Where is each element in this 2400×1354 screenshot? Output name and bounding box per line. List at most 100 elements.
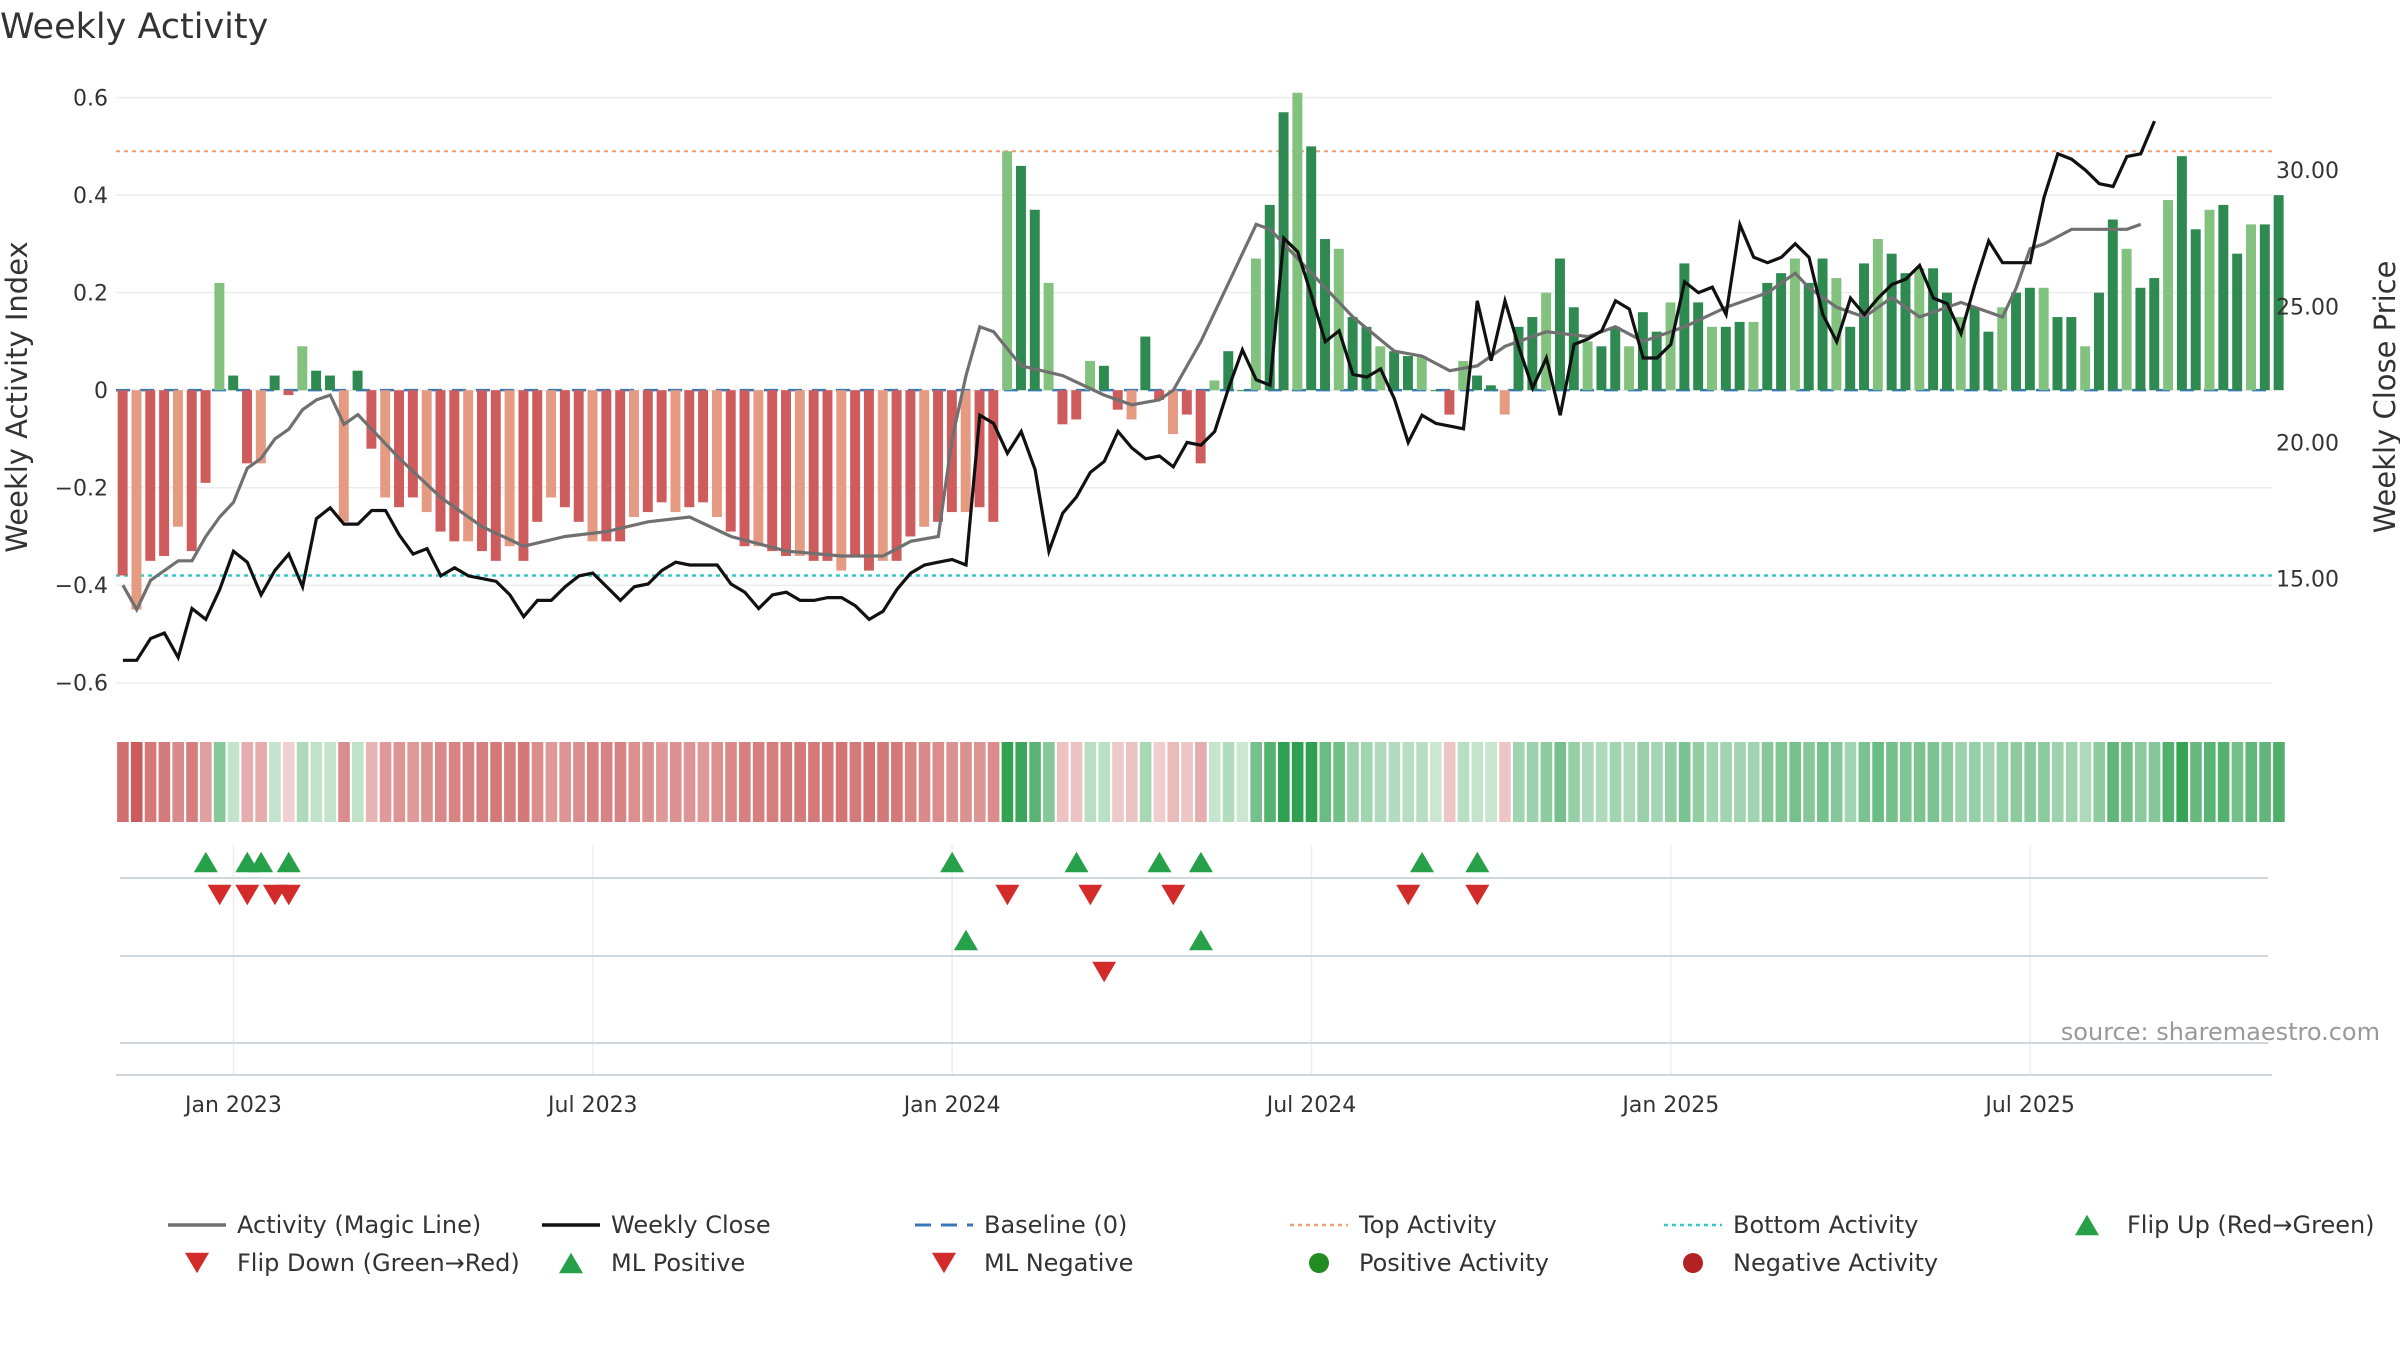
heat-strip-cell — [462, 742, 475, 822]
activity-bar — [476, 390, 487, 552]
event-markers — [116, 851, 2272, 1076]
heat-strip-cell — [2079, 742, 2092, 822]
activity-bar — [863, 390, 874, 571]
legend-item: Activity (Magic Line) — [168, 1211, 481, 1239]
source-note: source: sharemaestro.com — [2061, 1018, 2380, 1046]
heat-strip-cell — [324, 742, 337, 822]
activity-bar — [974, 390, 985, 508]
activity-bar — [394, 390, 405, 508]
legend-swatch-triangle-down — [932, 1252, 956, 1274]
heat-strip-cell — [1789, 742, 1801, 822]
heat-strip-cell — [2245, 742, 2258, 822]
heat-strip-cell — [1665, 742, 1677, 822]
legend-label: Bottom Activity — [1733, 1211, 1918, 1239]
legend-label: Flip Down (Green→Red) — [237, 1249, 520, 1277]
activity-bar — [145, 390, 156, 561]
activity-bar — [808, 390, 819, 561]
heat-strip-cell — [1001, 742, 1014, 822]
heat-strip-cell — [2273, 742, 2285, 822]
heat-strip-cell — [2038, 742, 2050, 822]
heat-strip-cell — [1941, 742, 1954, 822]
activity-bar — [2246, 224, 2256, 391]
flip-up-marker — [1410, 851, 1435, 873]
activity-bar — [1430, 390, 1441, 392]
right-tick-label: 15.00 — [2276, 568, 2339, 593]
heat-strip — [117, 742, 2285, 822]
activity-bar — [1168, 390, 1178, 435]
heat-strip-cell — [241, 742, 254, 822]
flip-down-marker — [995, 884, 1020, 906]
legend-item: ML Positive — [559, 1249, 745, 1277]
heat-strip-cell — [1955, 742, 1967, 822]
activity-bar — [1098, 365, 1109, 391]
heat-strip-cell — [1029, 742, 1041, 822]
heat-strip-cell — [960, 742, 972, 822]
heat-strip-cell — [2148, 742, 2161, 822]
heat-strip-cell — [656, 742, 668, 822]
heat-strip-cell — [1056, 742, 1069, 822]
legend-label: Baseline (0) — [984, 1211, 1127, 1239]
heat-strip-cell — [2204, 742, 2216, 822]
flip-up-marker — [940, 851, 965, 873]
activity-bar — [269, 375, 280, 391]
heat-strip-cell — [1858, 742, 1871, 822]
heat-strip-cell — [448, 742, 461, 822]
heat-strip-cell — [1844, 742, 1857, 822]
right-axis-title: Weekly Close Price — [2368, 261, 2400, 534]
activity-bar — [1582, 341, 1593, 391]
activity-bar — [2121, 248, 2132, 391]
heat-strip-cell — [2259, 742, 2271, 822]
heat-strip-cell — [1153, 742, 1166, 822]
activity-bar — [255, 390, 266, 464]
activity-bar — [2259, 224, 2270, 391]
x-tick-label: Jul 2025 — [1983, 1093, 2075, 1118]
activity-bar — [1209, 380, 1220, 391]
heat-strip-cell — [200, 742, 212, 822]
left-tick-label: 0.6 — [73, 87, 108, 112]
heat-strip-cell — [1222, 742, 1235, 822]
heat-strip-cell — [918, 742, 931, 822]
heat-strip-cell — [1747, 742, 1760, 822]
legend-item: Flip Down (Green→Red) — [185, 1249, 520, 1277]
activity-bar — [1306, 146, 1317, 391]
activity-bar — [1472, 375, 1483, 391]
legend-item: Weekly Close — [542, 1211, 771, 1239]
activity-bar — [573, 390, 584, 522]
activity-bar — [794, 390, 805, 556]
heat-strip-cell — [1637, 742, 1649, 822]
activity-bar — [338, 390, 349, 522]
left-axis-title: Weekly Activity Index — [0, 241, 34, 552]
activity-bar — [228, 375, 239, 391]
heat-strip-cell — [1430, 742, 1442, 822]
activity-bar — [435, 390, 446, 532]
heat-strip-cell — [393, 742, 406, 822]
heat-strip-cell — [476, 742, 489, 822]
heat-strip-cell — [877, 742, 889, 822]
activity-bar — [601, 390, 612, 542]
activity-bar — [1624, 346, 1635, 391]
heat-strip-cell — [379, 742, 392, 822]
heat-strip-cell — [282, 742, 295, 822]
activity-bar — [172, 390, 183, 527]
activity-bar — [1250, 258, 1261, 391]
activity-bar — [587, 390, 598, 542]
heat-strip-cell — [946, 742, 958, 822]
activity-bar — [2273, 195, 2284, 391]
heat-strip-cell — [711, 742, 723, 822]
activity-bar — [850, 390, 861, 556]
activity-bar — [546, 390, 557, 498]
heat-strip-cell — [821, 742, 834, 822]
activity-bar — [1969, 307, 1980, 391]
grid-layer — [116, 96, 2272, 1075]
heat-strip-cell — [835, 742, 848, 822]
activity-bar — [822, 390, 833, 561]
activity-bar — [933, 390, 944, 522]
heat-strip-cell — [2190, 742, 2202, 822]
heat-strip-cell — [172, 742, 184, 822]
heat-strip-cell — [352, 742, 364, 822]
heat-strip-cell — [1388, 742, 1401, 822]
heat-strip-cell — [1084, 742, 1097, 822]
heat-strip-cell — [2107, 742, 2119, 822]
flip-up-marker — [276, 851, 301, 873]
